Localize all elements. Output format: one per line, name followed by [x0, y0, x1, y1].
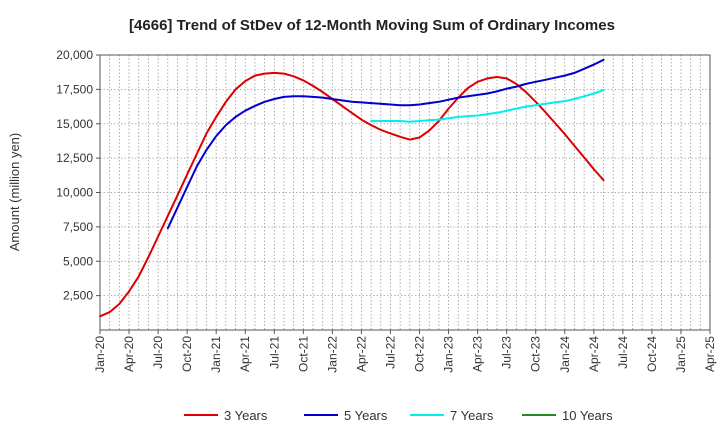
- x-tick-label: Jan-25: [674, 336, 688, 373]
- x-tick-label: Jul-22: [383, 336, 397, 369]
- y-tick-label: 2,500: [63, 289, 93, 303]
- x-tick-label: Apr-25: [703, 336, 717, 372]
- y-tick-label: 10,000: [56, 186, 93, 200]
- x-tick-label: Oct-23: [529, 336, 543, 372]
- legend-label-3-years: 3 Years: [224, 408, 268, 423]
- x-tick-label: Jan-21: [209, 336, 223, 373]
- x-tick-label: Jan-20: [93, 336, 107, 373]
- y-tick-label: 20,000: [56, 48, 93, 62]
- legend-label-5-years: 5 Years: [344, 408, 388, 423]
- x-tick-label: Jul-20: [151, 336, 165, 369]
- x-tick-label: Oct-22: [413, 336, 427, 372]
- legend: 3 Years 5 Years 7 Years 10 Years: [184, 408, 613, 423]
- y-tick-label: 12,500: [56, 151, 93, 165]
- x-tick-label: Oct-20: [180, 336, 194, 372]
- x-tick-label: Jul-21: [267, 336, 281, 369]
- x-tick-label: Jan-22: [325, 336, 339, 373]
- y-tick-label: 5,000: [63, 254, 93, 268]
- x-tick-label: Apr-22: [354, 336, 368, 372]
- legend-label-10-years: 10 Years: [562, 408, 613, 423]
- series-line-5-years: [166, 58, 605, 230]
- y-tick-label: 7,500: [63, 220, 93, 234]
- y-axis-label: Amount (million yen): [7, 133, 22, 252]
- y-tick-label: 17,500: [56, 82, 93, 96]
- legend-label-7-years: 7 Years: [450, 408, 494, 423]
- x-tick-label: Oct-21: [296, 336, 310, 372]
- x-tick-label: Oct-24: [645, 336, 659, 372]
- series-line-7-years: [370, 89, 605, 123]
- x-tick-label: Jul-24: [616, 336, 630, 369]
- x-tick-label: Jan-23: [442, 336, 456, 373]
- x-tick-label: Jul-23: [500, 336, 514, 369]
- series-group: [99, 58, 605, 318]
- chart-title: [4666] Trend of StDev of 12-Month Moving…: [129, 17, 615, 34]
- x-tick-label: Apr-20: [122, 336, 136, 372]
- x-tick-label: Apr-21: [238, 336, 252, 372]
- x-tick-label: Apr-24: [587, 336, 601, 372]
- x-tick-label: Apr-23: [471, 336, 485, 372]
- x-tick-label: Jan-24: [558, 336, 572, 373]
- y-axis: 2,500 5,000 7,500 10,000 12,500 15,000 17,500 2…: [56, 48, 100, 303]
- y-tick-label: 15,000: [56, 117, 93, 131]
- x-axis: Jan-20 Apr-20 Jul-20 Oct-20 Jan-21 Apr-21 Jul-…: [93, 330, 717, 373]
